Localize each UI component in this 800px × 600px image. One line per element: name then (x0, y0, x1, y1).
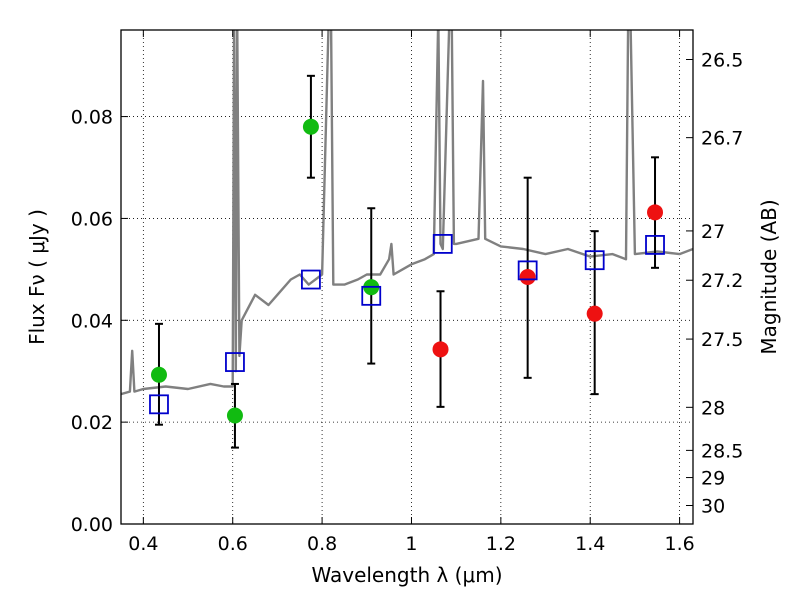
red-data-point (647, 204, 664, 221)
model-square (301, 269, 321, 290)
y2-tick-label: 29 (701, 468, 725, 490)
x-tick-label: 1.2 (486, 533, 516, 555)
ticks: 0.4 0.6 0.8 1 1.2 1.4 1.6 0.00 0.02 0.04 0.06 0.08 2… (71, 30, 743, 555)
data-layer (121, 30, 693, 449)
x-tick-label: 0.4 (128, 533, 158, 555)
x-tick-label: 1 (405, 533, 417, 555)
green-data-point (226, 407, 243, 424)
model-square (584, 250, 605, 271)
y2-tick-label: 27.2 (701, 270, 743, 292)
red-data-point (586, 305, 603, 322)
model-square (517, 260, 538, 281)
y-tick-label: 0.04 (71, 310, 113, 332)
green-data-point (302, 118, 319, 135)
spectrum-line (121, 30, 693, 396)
y2-tick-label: 26.7 (701, 128, 743, 150)
y2-tick-label: 28 (701, 397, 725, 419)
model-square (225, 352, 245, 372)
red-data-point (432, 341, 449, 358)
plot-frame (120, 29, 694, 525)
y2-axis-label: Magnitude (AB) (757, 199, 781, 354)
green-data-point (150, 366, 167, 383)
model-square (645, 235, 665, 255)
model-square (361, 285, 382, 306)
y-tick-label: 0.06 (71, 208, 113, 230)
y2-tick-label: 30 (701, 496, 725, 518)
y2-tick-label: 26.5 (701, 50, 743, 72)
model-square (432, 233, 453, 254)
red-data-point (519, 269, 536, 285)
y2-tick-label: 28.5 (701, 440, 743, 462)
y-tick-label: 0.02 (71, 412, 113, 434)
y2-tick-label: 27 (701, 221, 725, 243)
x-tick-label: 0.8 (307, 533, 337, 555)
x-tick-label: 0.6 (218, 533, 248, 555)
x-tick-label: 1.6 (664, 533, 694, 555)
x-tick-label: 1.4 (575, 533, 605, 555)
y2-tick-label: 27.5 (701, 329, 743, 351)
gridlines (121, 30, 693, 525)
model-square (149, 394, 169, 415)
y-tick-label: 0.08 (71, 107, 113, 129)
x-axis-label: Wavelength λ (μm) (311, 563, 502, 587)
y-tick-label: 0.00 (71, 514, 113, 536)
y-axis-label: Flux Fν ( μJy ) (25, 209, 49, 345)
